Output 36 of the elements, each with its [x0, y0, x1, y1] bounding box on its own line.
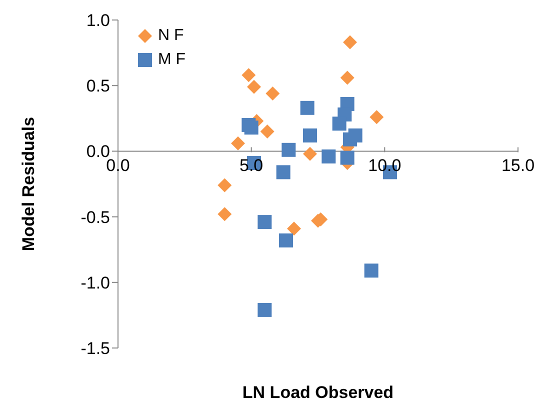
point	[266, 86, 280, 100]
point	[282, 142, 296, 157]
point	[242, 68, 256, 82]
y-tick-label: 0.5	[86, 76, 110, 96]
x-axis-title: LN Load Observed	[242, 383, 394, 402]
point	[322, 149, 336, 164]
legend-label: M F	[158, 51, 186, 69]
legend-label: N F	[158, 27, 184, 45]
point	[303, 146, 317, 161]
y-tick-label: 1.0	[86, 11, 110, 30]
point	[332, 116, 346, 131]
point	[218, 178, 232, 192]
point	[364, 264, 378, 278]
x-tick-label: 10.0	[368, 156, 402, 176]
point	[258, 302, 272, 317]
y-tick-label: -1.5	[80, 339, 110, 358]
point	[244, 120, 258, 135]
point	[276, 165, 290, 180]
y-tick-label: -0.5	[80, 208, 110, 227]
point	[260, 124, 274, 139]
point	[279, 233, 293, 248]
y-tick-label: -1.0	[80, 273, 110, 292]
point	[231, 136, 245, 150]
point	[300, 100, 314, 115]
point	[370, 110, 384, 124]
point	[218, 207, 232, 222]
point	[287, 222, 301, 236]
x-tick-label: 15.0	[501, 156, 535, 176]
point	[340, 70, 354, 85]
point	[258, 215, 272, 230]
point	[247, 80, 261, 94]
x-tick-label: 0.0	[106, 156, 130, 176]
point	[303, 128, 317, 142]
y-axis-title: Model Residuals	[19, 116, 38, 252]
point	[343, 35, 357, 50]
point	[340, 150, 354, 165]
